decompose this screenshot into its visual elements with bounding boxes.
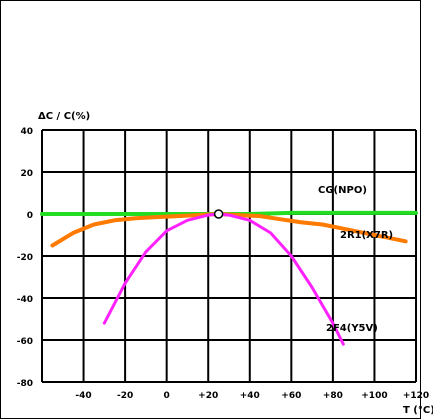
x-tick-label: +20: [198, 391, 218, 401]
series-label: 2R1(X7R): [340, 230, 393, 241]
x-tick-label: 0: [164, 391, 170, 401]
reference-point: [213, 209, 224, 219]
x-axis-label: T (°C): [403, 405, 433, 416]
grid: [41, 129, 417, 383]
series-labels: CG(NPO) 2R1(X7R) 2F4(Y5V): [318, 185, 393, 334]
y-axis-label: ΔC / C(%): [38, 111, 90, 122]
y-tick-label: 20: [20, 169, 33, 179]
y-tick-label: -20: [17, 253, 33, 263]
x-tick-label: +80: [323, 391, 343, 401]
y-tick-label: -40: [17, 295, 33, 305]
x-tick-label: -20: [117, 391, 133, 401]
series-line: [102, 212, 345, 346]
x-tick-label: -40: [75, 391, 91, 401]
x-tick-label: +100: [361, 391, 387, 401]
x-tick-label: +40: [240, 391, 260, 401]
series-lines: [40, 210, 418, 346]
series-label: CG(NPO): [318, 185, 367, 196]
x-tick-label: +60: [281, 391, 301, 401]
x-tick-label: +120: [403, 391, 429, 401]
y-tick-label: -80: [17, 379, 33, 389]
y-tick-label: 40: [20, 127, 33, 137]
tick-labels: 40 20 0 -20 -40 -60 -80 -40 -20 0 +20 +40 +60 +80 +100…: [17, 127, 429, 401]
y-tick-label: -60: [17, 337, 33, 347]
outer-border: [0, 0, 421, 419]
y-tick-label: 0: [27, 211, 33, 221]
series-label: 2F4(Y5V): [326, 323, 378, 334]
